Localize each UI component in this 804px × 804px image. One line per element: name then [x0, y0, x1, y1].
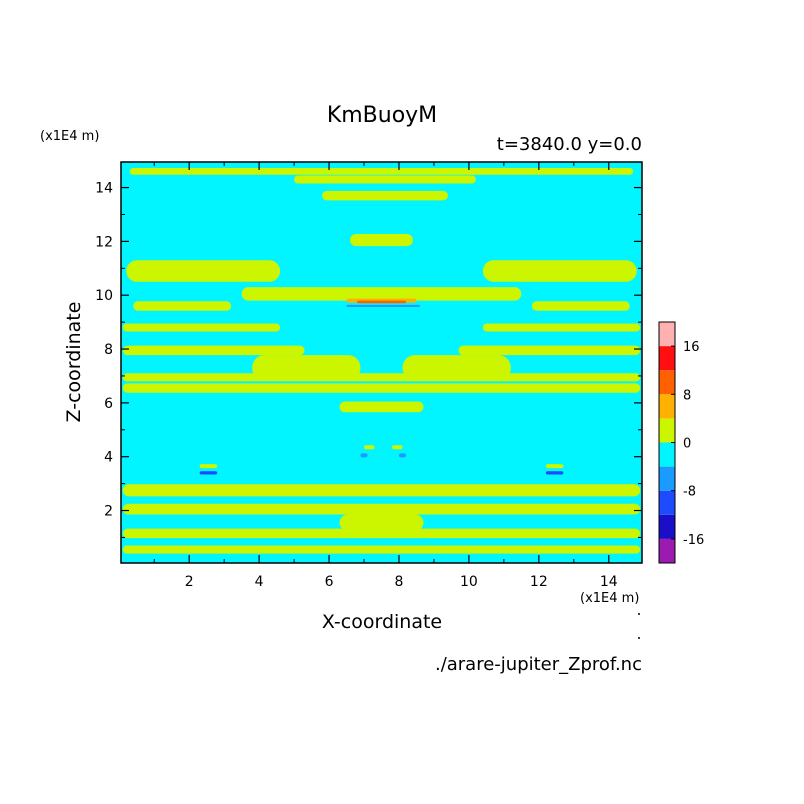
contour-region	[322, 190, 448, 201]
marker-dot	[638, 613, 640, 615]
plot-frame	[120, 161, 643, 564]
contour-region	[339, 514, 424, 531]
colorbar	[658, 321, 676, 564]
contour-region	[357, 300, 406, 304]
colorbar-tick-label: 16	[683, 340, 700, 355]
x-axis-label: X-coordinate	[322, 611, 442, 633]
colorbar-tick-label: -8	[683, 485, 696, 500]
colorbar-band	[659, 346, 675, 371]
x-unit-label: (x1E4 m)	[580, 591, 639, 606]
contour-region	[482, 323, 641, 332]
colorbar-band	[659, 442, 675, 467]
contour-region	[391, 445, 403, 450]
x-tick-label: 14	[600, 574, 618, 590]
contour-region	[122, 484, 641, 497]
colorbar-tick-label: 8	[683, 388, 691, 403]
colorbar-band	[659, 490, 675, 515]
contour-region	[545, 464, 564, 469]
colorbar-band	[659, 322, 675, 347]
contour-region	[122, 503, 641, 515]
y-axis-label: Z-coordinate	[63, 302, 85, 423]
colorbar-ticks: -16 -8 0 8 16	[671, 340, 704, 548]
colorbar-band	[659, 538, 675, 563]
contour-region	[482, 260, 637, 282]
x-tick-label: 12	[530, 574, 548, 590]
contour-region	[398, 453, 406, 458]
x-tick-label: 10	[460, 574, 478, 590]
contour-region	[545, 471, 564, 475]
contour-region	[133, 301, 232, 311]
y-tick-label: 8	[104, 342, 113, 358]
contour-regions	[122, 168, 641, 554]
contour-region	[122, 373, 641, 382]
y-tick-label: 4	[104, 450, 113, 466]
contour-region	[458, 345, 641, 356]
contour-region	[199, 464, 218, 469]
x-tick-label: 6	[325, 574, 334, 590]
colorbar-tick-label: -16	[683, 533, 704, 548]
y-tick-label: 2	[104, 504, 113, 520]
y-tick-label: 10	[95, 288, 113, 304]
y-tick-label: 6	[104, 396, 113, 412]
contour-region	[122, 528, 641, 539]
colorbar-band	[659, 466, 675, 491]
contour-region	[126, 260, 281, 282]
contour-region	[122, 545, 641, 554]
contour-region	[531, 301, 630, 311]
x-tick-label: 2	[185, 574, 194, 590]
chart-subtitle: t=3840.0 y=0.0	[497, 134, 642, 155]
contour-region	[294, 175, 476, 184]
chart-title: KmBuoyM	[327, 103, 437, 128]
marker-dot	[638, 637, 640, 639]
colorbar-band	[659, 514, 675, 539]
contour-region	[122, 383, 641, 393]
y-tick-label: 12	[95, 234, 113, 250]
contour-region	[346, 304, 420, 308]
colorbar-band	[659, 418, 675, 443]
colorbar-band	[659, 394, 675, 419]
source-file-label: ./arare-jupiter_Zprof.nc	[435, 654, 642, 675]
colorbar-band	[659, 370, 675, 395]
y-axis: 2 4 6 8 10 12 14	[95, 181, 642, 538]
x-axis: 2 4 6 8 10 12 14	[153, 162, 618, 590]
contour-region	[364, 445, 375, 450]
background-field	[121, 162, 642, 563]
contour-region	[360, 453, 368, 458]
contour-region	[339, 401, 424, 413]
x-tick-label: 8	[395, 574, 404, 590]
contour-region	[122, 323, 281, 332]
x-tick-label: 4	[255, 574, 264, 590]
plot-area	[121, 162, 642, 563]
colorbar-tick-label: 0	[683, 437, 691, 452]
contour-region	[122, 345, 305, 356]
y-unit-label: (x1E4 m)	[40, 129, 99, 144]
contour-region	[241, 287, 522, 301]
y-tick-label: 14	[95, 181, 113, 197]
contour-region	[129, 168, 634, 175]
contour-region	[350, 233, 413, 247]
contour-region	[199, 471, 218, 475]
